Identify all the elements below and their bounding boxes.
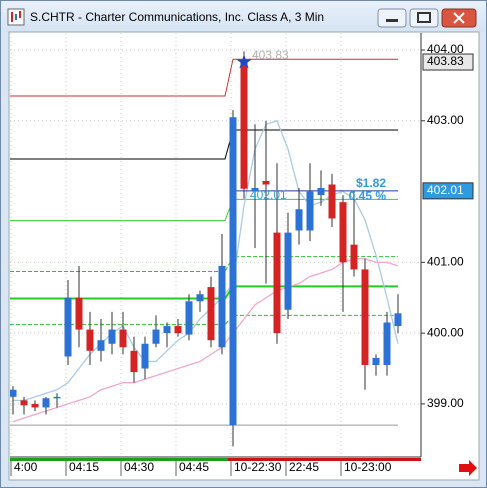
price-label: 402.01 bbox=[427, 183, 464, 197]
maximize-button[interactable] bbox=[409, 8, 439, 28]
x-tick-label: 22:45 bbox=[289, 460, 319, 474]
indicator-level bbox=[10, 58, 398, 97]
candle-body bbox=[394, 313, 402, 327]
candle-body bbox=[229, 117, 237, 426]
candle-body bbox=[284, 232, 292, 310]
x-tick-label: 04:45 bbox=[179, 460, 209, 474]
app-icon bbox=[7, 8, 25, 26]
annotation: 403.83 bbox=[252, 48, 289, 62]
price-label-box bbox=[422, 53, 474, 71]
x-tick-label: 04:15 bbox=[69, 460, 99, 474]
candle-body bbox=[42, 398, 50, 408]
candle-body bbox=[196, 294, 204, 302]
candle-body bbox=[152, 329, 160, 344]
candle-body bbox=[185, 301, 193, 335]
candle-body bbox=[339, 202, 347, 263]
indicator-level bbox=[10, 256, 398, 273]
candle-body bbox=[53, 396, 61, 399]
y-tick-label: 404.00 bbox=[427, 42, 464, 56]
session-bar bbox=[228, 458, 421, 461]
x-tick-label: 10-22:30 bbox=[234, 460, 282, 474]
candle-body bbox=[20, 400, 28, 406]
candle-body bbox=[174, 326, 182, 334]
indicator-level bbox=[10, 314, 398, 326]
candle-body bbox=[218, 265, 226, 348]
candle-body bbox=[372, 357, 380, 365]
candle-body bbox=[295, 209, 303, 231]
candle-body bbox=[75, 297, 83, 330]
candle-body bbox=[64, 297, 72, 357]
y-tick-label: 399.00 bbox=[427, 396, 464, 410]
scroll-arrow[interactable] bbox=[459, 460, 477, 476]
indicator-level bbox=[10, 198, 398, 222]
y-tick-label: 401.00 bbox=[427, 255, 464, 269]
candle-body bbox=[317, 188, 325, 196]
indicator-level bbox=[10, 129, 398, 160]
annotation: 0.45 % bbox=[349, 189, 387, 203]
candle-body bbox=[163, 326, 171, 334]
indicator-level bbox=[10, 285, 398, 300]
x-tick-label: 04:30 bbox=[124, 460, 154, 474]
candle-body bbox=[97, 340, 105, 351]
candle-body bbox=[86, 329, 94, 351]
candle-body bbox=[240, 62, 248, 189]
x-tick-label: 4:00 bbox=[14, 460, 38, 474]
close-button[interactable] bbox=[441, 8, 477, 28]
candle-body bbox=[306, 191, 314, 231]
candle-body bbox=[141, 343, 149, 369]
session-bar bbox=[10, 458, 228, 461]
peak-marker bbox=[236, 54, 252, 69]
y-tick-label: 403.00 bbox=[427, 113, 464, 127]
candle-body bbox=[251, 188, 259, 192]
y-tick-label: 400.00 bbox=[427, 325, 464, 339]
window-title: S.CHTR - Charter Communications, Inc. Cl… bbox=[30, 10, 324, 24]
minimize-button[interactable] bbox=[377, 8, 407, 28]
candle-body bbox=[350, 244, 358, 270]
candle-body bbox=[108, 329, 116, 344]
candle-body bbox=[31, 403, 39, 408]
candle-body bbox=[328, 184, 336, 219]
x-tick-label: 10-23:00 bbox=[344, 460, 392, 474]
candle-body bbox=[361, 269, 369, 365]
annotation: $1.82 bbox=[356, 176, 386, 190]
candle-body bbox=[130, 350, 138, 373]
price-label-box bbox=[422, 182, 474, 200]
annotation: 402.01 bbox=[250, 188, 287, 202]
candle-body bbox=[10, 389, 17, 397]
candle-body bbox=[383, 322, 391, 365]
candle-body bbox=[119, 329, 127, 348]
moving-average bbox=[12, 258, 399, 423]
candle-body bbox=[273, 232, 281, 334]
plot bbox=[10, 33, 421, 457]
candle-body bbox=[262, 180, 270, 185]
price-label: 403.83 bbox=[427, 54, 464, 68]
candle-body bbox=[207, 287, 215, 341]
